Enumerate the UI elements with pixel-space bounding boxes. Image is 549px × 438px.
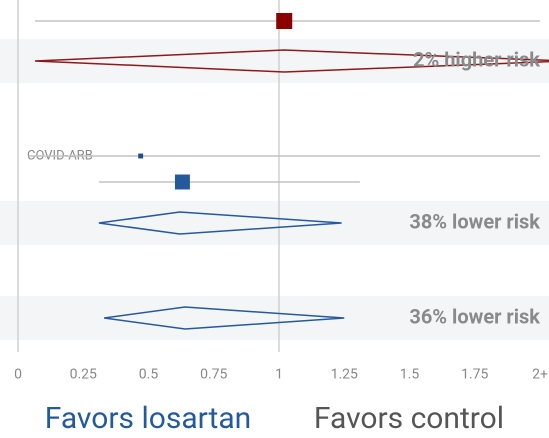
x-tick-label: 0.75 bbox=[200, 367, 227, 383]
row-band bbox=[0, 39, 549, 83]
pooled-diamond bbox=[98, 211, 342, 235]
row-band bbox=[0, 296, 549, 340]
pooled-diamond bbox=[34, 49, 549, 73]
x-tick-label: 0.5 bbox=[139, 367, 159, 383]
row-band bbox=[0, 201, 549, 245]
x-tick-label: 1.75 bbox=[461, 367, 488, 383]
pooled-diamond bbox=[104, 306, 345, 330]
favors-right: Favors control bbox=[314, 401, 504, 436]
pooled-label: 38% lower risk bbox=[409, 209, 540, 233]
point-estimate bbox=[174, 174, 190, 190]
point-estimate bbox=[276, 13, 293, 29]
x-tick-label: 2+ bbox=[532, 367, 548, 383]
pooled-label: 36% lower risk bbox=[409, 304, 540, 328]
x-tick-label: 1.25 bbox=[331, 367, 358, 383]
x-tick-label: 0.25 bbox=[70, 367, 97, 383]
point-estimate bbox=[138, 153, 144, 159]
x-tick-label: 1.5 bbox=[400, 367, 420, 383]
favors-left: Favors losartan bbox=[45, 401, 252, 436]
pooled-label: 2% higher risk bbox=[413, 47, 540, 71]
x-tick-label: 1 bbox=[275, 367, 283, 383]
x-tick-label: 0 bbox=[14, 367, 22, 383]
